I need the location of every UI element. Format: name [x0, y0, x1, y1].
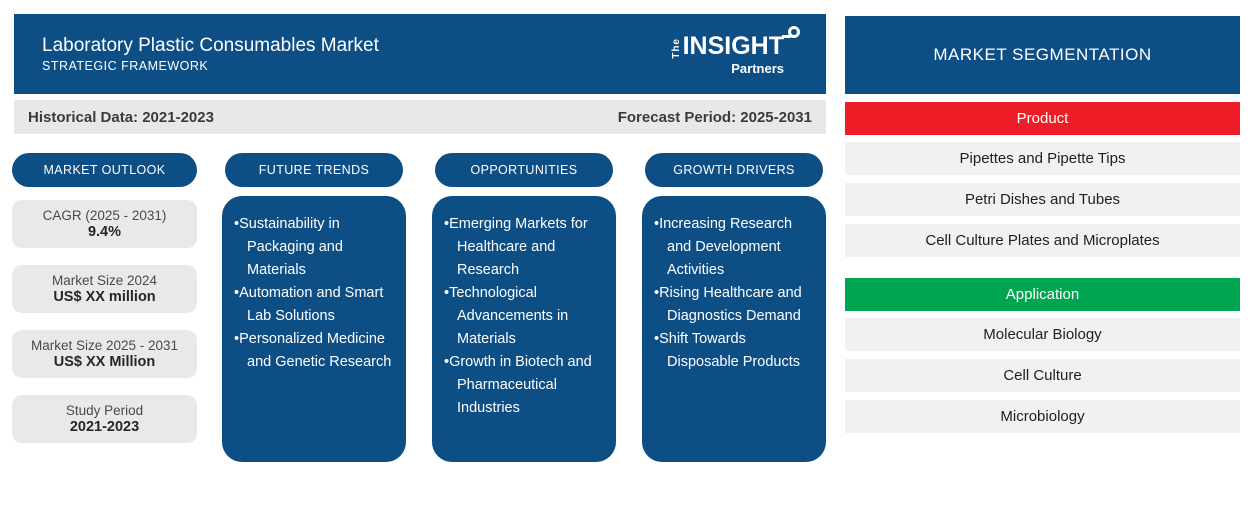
market-segmentation-panel: MARKET SEGMENTATION Product Pipettes and…: [845, 16, 1240, 441]
logo-insight-text: INSIGHT: [682, 25, 800, 60]
magnifier-handle-icon: [782, 34, 791, 38]
opportunities-body: Emerging Markets for Healthcare and Rese…: [432, 196, 616, 462]
page-title: Laboratory Plastic Consumables Market: [42, 34, 379, 56]
stat-label: CAGR (2025 - 2031): [42, 207, 167, 223]
product-group-header: Product: [845, 102, 1240, 135]
segment-item: Molecular Biology: [845, 318, 1240, 351]
list-item: Personalized Medicine and Genetic Resear…: [234, 328, 398, 374]
stat-label: Market Size 2024: [51, 272, 158, 288]
report-header: Laboratory Plastic Consumables Market ST…: [14, 14, 826, 94]
application-group-header: Application: [845, 278, 1240, 311]
segment-item: Microbiology: [845, 400, 1240, 433]
forecast-period-label: Forecast Period: 2025-2031: [617, 108, 812, 126]
insight-partners-logo: The INSIGHT Partners: [670, 25, 800, 76]
stat-value: 9.4%: [87, 224, 122, 240]
opportunities-pill: OPPORTUNITIES: [435, 153, 613, 187]
segment-item: Petri Dishes and Tubes: [845, 183, 1240, 216]
stat-market-size-forecast: Market Size 2025 - 2031 US$ XX Million: [12, 330, 197, 378]
logo-the-text: The: [670, 37, 682, 59]
growth-drivers-body: Increasing Research and Development Acti…: [642, 196, 826, 462]
future-trends-pill: FUTURE TRENDS: [225, 153, 403, 187]
opportunities-column: OPPORTUNITIES Emerging Markets for Healt…: [432, 153, 616, 462]
logo-partners-text: Partners: [731, 60, 784, 76]
future-trends-column: FUTURE TRENDS Sustainability in Packagin…: [222, 153, 406, 462]
list-item: Emerging Markets for Healthcare and Rese…: [444, 213, 608, 282]
magnifier-icon: [788, 25, 800, 38]
stat-value: 2021-2023: [69, 419, 140, 435]
list-item: Technological Advancements in Materials: [444, 282, 608, 351]
report-titles: Laboratory Plastic Consumables Market ST…: [42, 35, 379, 74]
list-item: Automation and Smart Lab Solutions: [234, 282, 398, 328]
segmentation-group-application: Application Molecular Biology Cell Cultu…: [845, 278, 1240, 433]
historical-data-label: Historical Data: 2021-2023: [28, 108, 214, 126]
stat-label: Market Size 2025 - 2031: [30, 337, 179, 353]
list-item: Growth in Biotech and Pharmaceutical Ind…: [444, 351, 608, 420]
stat-market-size-2024: Market Size 2024 US$ XX million: [12, 265, 197, 313]
future-trends-list: Sustainability in Packaging and Material…: [234, 213, 398, 374]
opportunities-list: Emerging Markets for Healthcare and Rese…: [444, 213, 608, 420]
period-bar: Historical Data: 2021-2023 Forecast Peri…: [14, 100, 826, 134]
stat-study-period: Study Period 2021-2023: [12, 395, 197, 443]
list-item: Rising Healthcare and Diagnostics Demand: [654, 282, 818, 328]
list-item: Shift Towards Disposable Products: [654, 328, 818, 374]
stat-label: Study Period: [65, 402, 144, 418]
stat-value: US$ XX Million: [53, 354, 156, 370]
stat-value: US$ XX million: [53, 289, 156, 305]
future-trends-body: Sustainability in Packaging and Material…: [222, 196, 406, 462]
segment-item: Pipettes and Pipette Tips: [845, 142, 1240, 175]
growth-drivers-list: Increasing Research and Development Acti…: [654, 213, 818, 374]
market-outlook-pill: MARKET OUTLOOK: [12, 153, 197, 187]
segmentation-group-product: Product Pipettes and Pipette Tips Petri …: [845, 102, 1240, 257]
list-item: Sustainability in Packaging and Material…: [234, 213, 398, 282]
segment-item: Cell Culture: [845, 359, 1240, 392]
page-subtitle: STRATEGIC FRAMEWORK: [42, 59, 209, 74]
growth-drivers-pill: GROWTH DRIVERS: [645, 153, 823, 187]
market-outlook-column: MARKET OUTLOOK CAGR (2025 - 2031) 9.4% M…: [12, 153, 197, 460]
list-item: Increasing Research and Development Acti…: [654, 213, 818, 282]
market-segmentation-title: MARKET SEGMENTATION: [845, 16, 1240, 94]
segment-item: Cell Culture Plates and Microplates: [845, 224, 1240, 257]
stat-cagr: CAGR (2025 - 2031) 9.4%: [12, 200, 197, 248]
logo-main: INSIGHT Partners: [682, 25, 800, 76]
logo-insight-word: INSIGHT: [682, 31, 784, 60]
growth-drivers-column: GROWTH DRIVERS Increasing Research and D…: [642, 153, 826, 462]
